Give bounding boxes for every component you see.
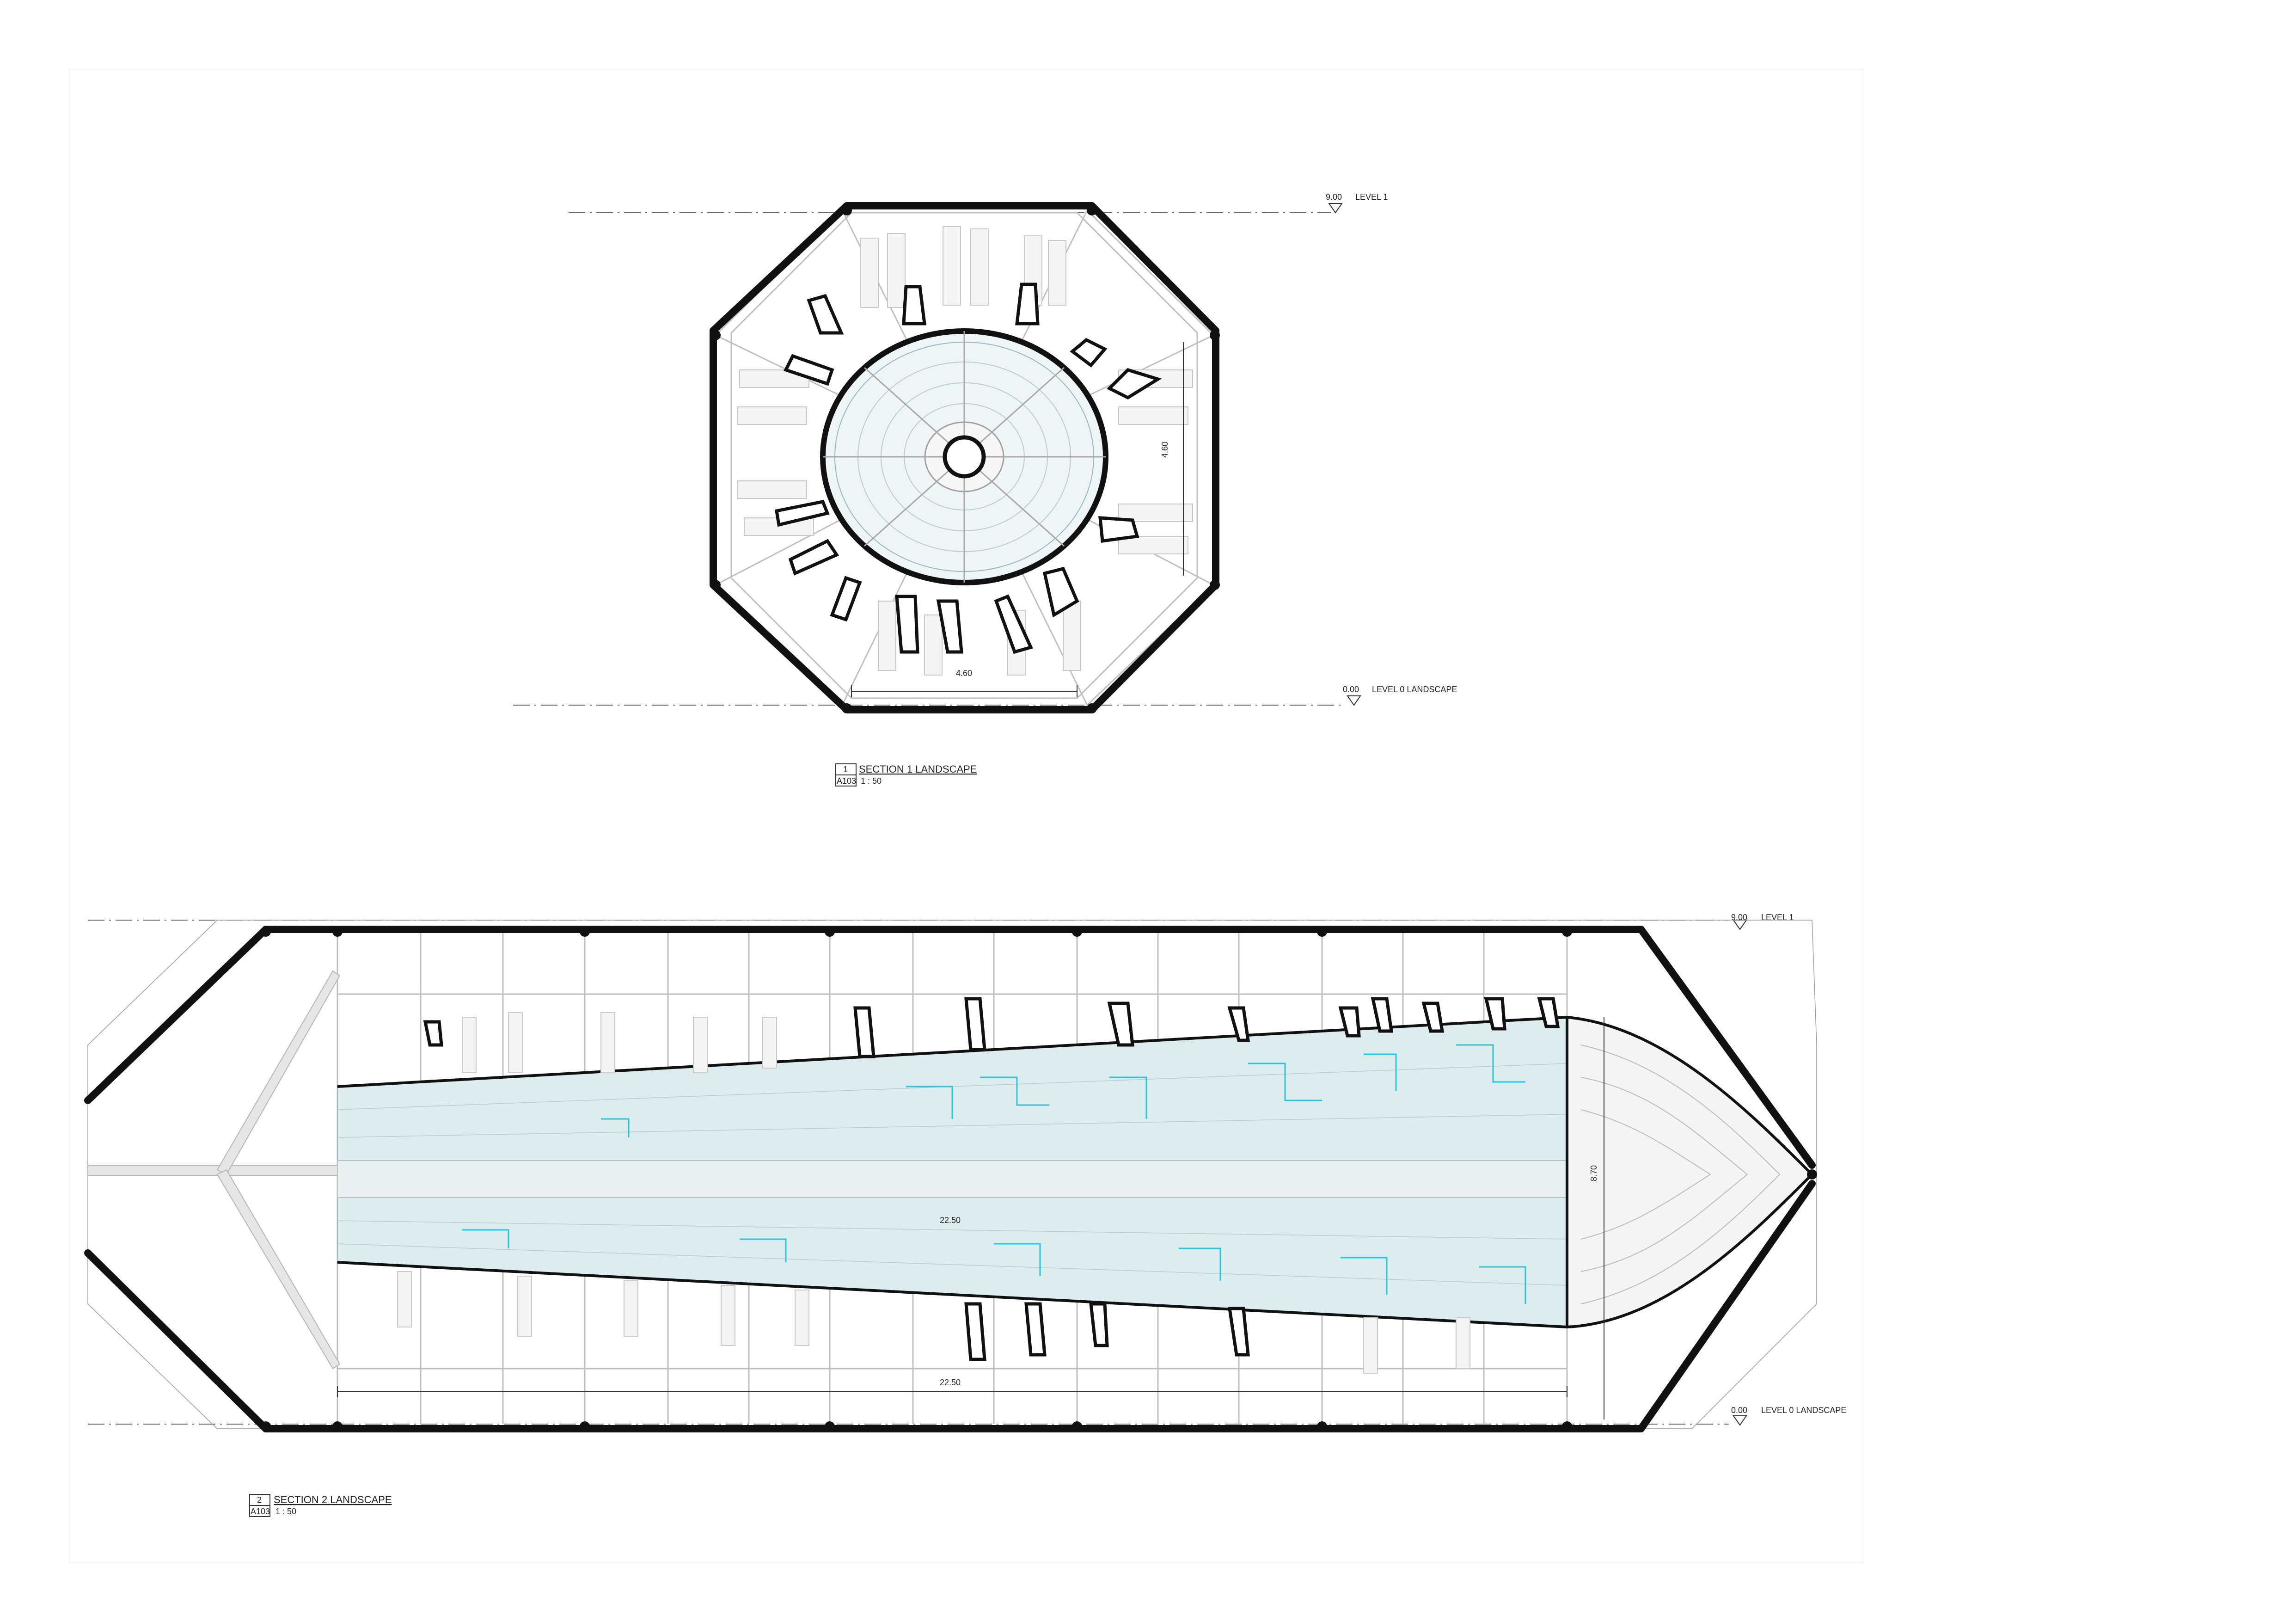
section-1-title-block: 1 A103 SECTION 1 LANDSCAPE 1 : 50	[835, 763, 977, 786]
section-2-number: 2	[257, 1495, 262, 1505]
faded-seating	[397, 1012, 1470, 1374]
level-0-value-2: 0.00	[1731, 1406, 1747, 1415]
level-1-marker-2: 9.00 LEVEL 1	[1731, 913, 1794, 930]
dimension-right: 4.60	[1160, 342, 1184, 576]
level-0-value: 0.00	[1343, 685, 1359, 694]
section-1-scale: 1 : 50	[861, 776, 882, 786]
level-1-name-2: LEVEL 1	[1761, 913, 1794, 922]
upper-seat-fins	[423, 997, 1560, 1058]
background-seating	[737, 226, 1193, 676]
cyan-service-lines	[462, 1044, 1526, 1304]
section-1-number: 1	[843, 765, 848, 774]
inner-frame-octagon	[730, 212, 1198, 699]
level-0-marker: 0.00 LEVEL 0 LANDSCAPE	[1343, 685, 1457, 706]
dimension-right-2-value: 8.70	[1589, 1165, 1598, 1181]
level-0-name-2: LEVEL 0 LANDSCAPE	[1761, 1406, 1846, 1415]
section-2-scale: 1 : 50	[276, 1507, 296, 1516]
level-1-value-2: 9.00	[1731, 913, 1747, 922]
dimension-right-value: 4.60	[1160, 442, 1169, 458]
level-1-marker: 9.00 LEVEL 1	[1326, 192, 1388, 214]
section-2-view: 9.00 LEVEL 1 0.00 LEVEL 0 LANDSCAPE	[84, 913, 1846, 1517]
section-2-title-block: 2 A103 SECTION 2 LANDSCAPE 1 : 50	[249, 1494, 392, 1517]
dimension-bottom-value: 4.60	[956, 669, 972, 678]
level-1-name: LEVEL 1	[1355, 192, 1388, 202]
ghost-outline	[87, 920, 1817, 1429]
ceiling-disc	[820, 328, 1108, 585]
level-0-name: LEVEL 0 LANDSCAPE	[1372, 685, 1457, 694]
dimension-center-value: 22.50	[940, 1216, 961, 1225]
outer-frame-long	[84, 926, 1816, 1432]
left-struts	[87, 970, 341, 1370]
dimension-bottom-2-value: 22.50	[940, 1378, 961, 1387]
section-2-sheet-ref: A103	[251, 1507, 270, 1516]
level-1-value: 9.00	[1326, 192, 1342, 202]
sheet-border	[69, 69, 1863, 1563]
dimension-bottom-2: 22.50	[337, 1378, 1567, 1397]
section-1-sheet-ref: A103	[837, 776, 856, 786]
frame-nodes	[710, 205, 1220, 713]
dimension-bottom: 4.60	[851, 669, 1078, 697]
ceiling-edges	[337, 1016, 1567, 1328]
section-2-title: SECTION 2 LANDSCAPE	[274, 1494, 392, 1505]
dimension-center: 22.50	[940, 1216, 961, 1225]
lower-seat-fins	[964, 1302, 1250, 1361]
ceiling-body	[337, 1016, 1567, 1328]
dimension-right-2: 8.70	[1589, 1017, 1604, 1419]
column-nodes	[261, 927, 1817, 1432]
level-0-marker-2: 0.00 LEVEL 0 LANDSCAPE	[1731, 1406, 1846, 1426]
section-1-title: SECTION 1 LANDSCAPE	[859, 763, 977, 775]
section-1-view: 9.00 LEVEL 1 0.00 LEVEL 0 LANDSCAPE	[513, 192, 1457, 786]
seat-fins	[774, 283, 1162, 654]
